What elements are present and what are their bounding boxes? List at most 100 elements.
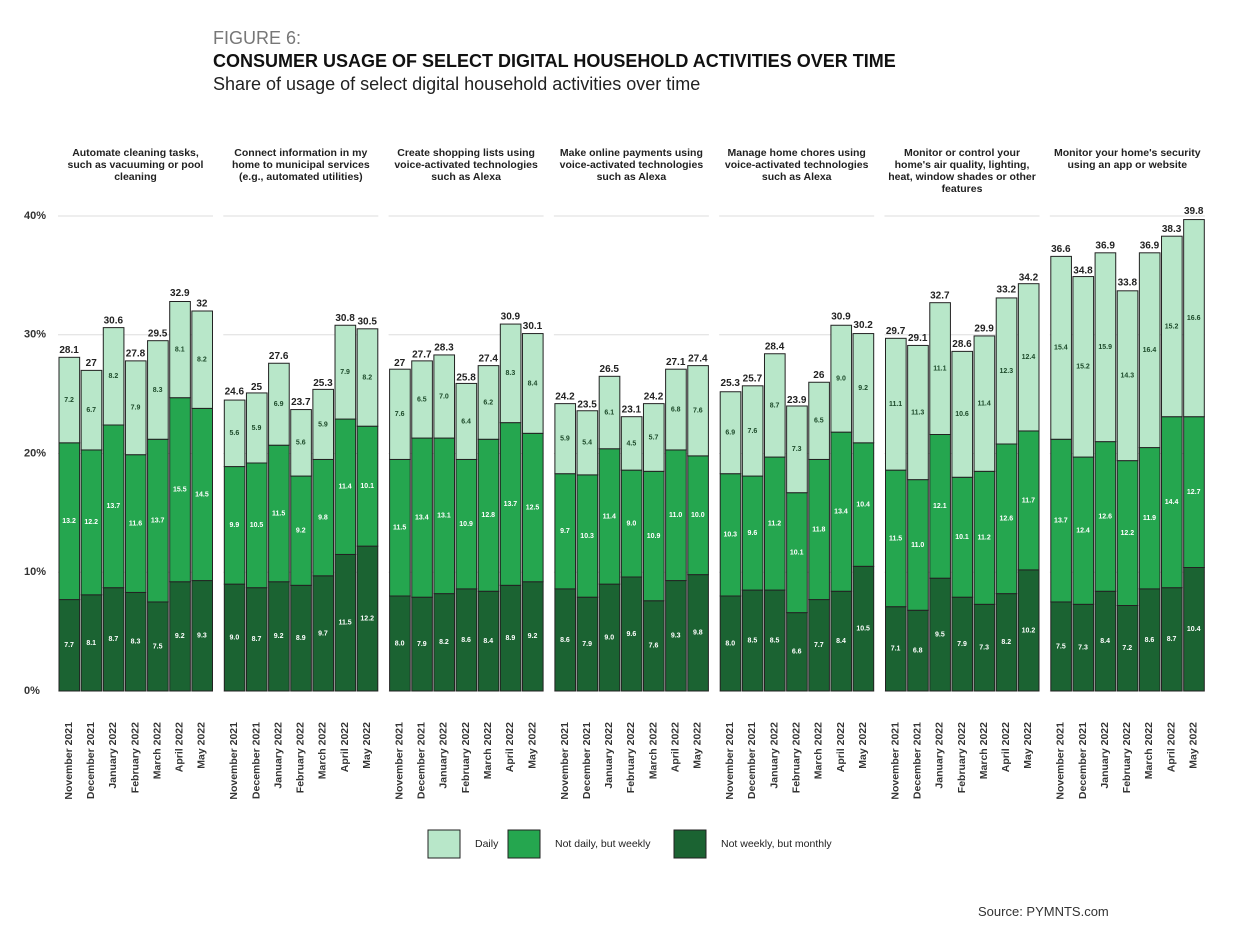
total-label: 36.6 bbox=[1051, 244, 1071, 255]
x-tick-label: February 2022 bbox=[460, 722, 472, 793]
segment-label: 5.6 bbox=[230, 430, 240, 437]
segment-label: 13.4 bbox=[834, 509, 848, 516]
segment-label: 8.3 bbox=[506, 370, 516, 377]
bar-segment bbox=[1116, 290, 1139, 462]
segment-label: 7.7 bbox=[814, 642, 824, 649]
segment-label: 6.2 bbox=[483, 399, 493, 406]
y-tick-label: 20% bbox=[24, 447, 46, 459]
segment-label: 6.1 bbox=[604, 409, 614, 416]
segment-label: 10.1 bbox=[360, 483, 374, 490]
x-tick-label: January 2022 bbox=[107, 722, 119, 789]
segment-label: 15.9 bbox=[1098, 344, 1112, 351]
segment-label: 8.7 bbox=[252, 636, 262, 643]
x-tick-label: April 2022 bbox=[835, 722, 847, 772]
segment-label: 11.4 bbox=[978, 400, 991, 407]
total-label: 23.7 bbox=[291, 397, 311, 408]
y-tick-label: 10% bbox=[24, 566, 46, 578]
x-tick-label: December 2021 bbox=[746, 722, 758, 799]
x-tick-label: February 2022 bbox=[625, 722, 637, 793]
segment-label: 8.4 bbox=[483, 638, 493, 645]
panel-title: Monitor your home's security using an ap… bbox=[1053, 147, 1201, 171]
segment-label: 11.5 bbox=[338, 620, 351, 627]
segment-label: 7.3 bbox=[1078, 645, 1088, 652]
bar-segment bbox=[1094, 252, 1117, 443]
total-label: 29.7 bbox=[886, 326, 906, 337]
segment-label: 6.7 bbox=[86, 407, 96, 414]
x-tick-label: January 2022 bbox=[934, 722, 946, 789]
total-label: 30.9 bbox=[831, 312, 851, 323]
segment-label: 11.5 bbox=[272, 510, 285, 517]
segment-label: 7.6 bbox=[395, 411, 405, 418]
segment-label: 12.2 bbox=[360, 615, 374, 622]
x-tick-label: March 2022 bbox=[813, 722, 825, 779]
x-tick-label: December 2021 bbox=[416, 722, 428, 799]
x-tick-label: May 2022 bbox=[196, 722, 208, 769]
total-label: 25.7 bbox=[743, 373, 763, 384]
bar-segment bbox=[665, 368, 687, 451]
segment-label: 10.4 bbox=[856, 501, 870, 508]
segment-label: 10.3 bbox=[580, 533, 594, 540]
total-label: 23.5 bbox=[577, 400, 597, 411]
legend-swatch bbox=[673, 829, 707, 859]
segment-label: 8.9 bbox=[296, 635, 306, 642]
segment-label: 5.9 bbox=[560, 436, 570, 443]
segment-label: 13.7 bbox=[107, 503, 121, 510]
segment-label: 13.2 bbox=[62, 518, 76, 525]
bar-segment bbox=[191, 310, 214, 409]
bar-segment bbox=[268, 362, 290, 446]
x-tick-label: November 2021 bbox=[559, 722, 571, 800]
segment-label: 6.5 bbox=[417, 396, 427, 403]
x-tick-label: December 2021 bbox=[1077, 722, 1089, 799]
x-tick-label: April 2022 bbox=[174, 722, 186, 772]
segment-label: 11.3 bbox=[911, 409, 924, 416]
x-tick-label: January 2022 bbox=[1099, 722, 1111, 789]
segment-label: 9.2 bbox=[528, 633, 538, 640]
x-tick-label: November 2021 bbox=[1055, 722, 1067, 800]
bar-segment bbox=[995, 297, 1018, 445]
segment-label: 11.0 bbox=[911, 542, 924, 549]
legend-label: Not daily, but weekly bbox=[555, 838, 651, 850]
x-tick-label: April 2022 bbox=[504, 722, 516, 772]
x-tick-label: December 2021 bbox=[85, 722, 97, 799]
legend-swatch bbox=[427, 829, 461, 859]
bar-segment bbox=[719, 391, 742, 475]
x-tick-label: February 2022 bbox=[790, 722, 802, 793]
bar-segment bbox=[1183, 219, 1205, 418]
x-tick-label: May 2022 bbox=[1188, 722, 1200, 769]
x-tick-label: April 2022 bbox=[339, 722, 351, 772]
total-label: 38.3 bbox=[1162, 224, 1182, 235]
segment-label: 6.8 bbox=[913, 647, 923, 654]
segment-label: 7.9 bbox=[582, 641, 592, 648]
segment-label: 5.9 bbox=[252, 425, 262, 432]
segment-label: 8.2 bbox=[108, 373, 118, 380]
segment-label: 9.9 bbox=[230, 522, 240, 529]
bar-segment bbox=[245, 392, 268, 464]
segment-label: 14.3 bbox=[1120, 373, 1134, 380]
total-label: 25.8 bbox=[456, 372, 476, 383]
segment-label: 8.0 bbox=[725, 640, 735, 647]
segment-label: 7.3 bbox=[979, 645, 989, 652]
bar-segment bbox=[334, 324, 357, 420]
bar-segment bbox=[80, 369, 103, 451]
segment-label: 9.0 bbox=[230, 634, 240, 641]
bar-segment bbox=[576, 410, 599, 476]
segment-label: 8.6 bbox=[560, 637, 570, 644]
bar-segment bbox=[885, 337, 907, 471]
segment-label: 11.2 bbox=[768, 520, 781, 527]
bar-segment bbox=[929, 302, 951, 435]
segment-label: 11.5 bbox=[393, 525, 406, 532]
bar-segment bbox=[763, 353, 786, 458]
bar-segment bbox=[58, 356, 81, 444]
segment-label: 7.2 bbox=[64, 397, 74, 404]
x-tick-label: May 2022 bbox=[1022, 722, 1034, 769]
total-label: 23.9 bbox=[787, 395, 807, 406]
segment-label: 9.3 bbox=[197, 633, 207, 640]
x-tick-label: January 2022 bbox=[603, 722, 615, 789]
segment-label: 11.2 bbox=[978, 535, 991, 542]
segment-label: 7.2 bbox=[1122, 645, 1132, 652]
segment-label: 12.3 bbox=[999, 368, 1013, 375]
segment-label: 9.8 bbox=[318, 514, 328, 521]
panel-title: Create shopping lists using voice-activa… bbox=[394, 147, 538, 183]
total-label: 25 bbox=[251, 382, 263, 393]
